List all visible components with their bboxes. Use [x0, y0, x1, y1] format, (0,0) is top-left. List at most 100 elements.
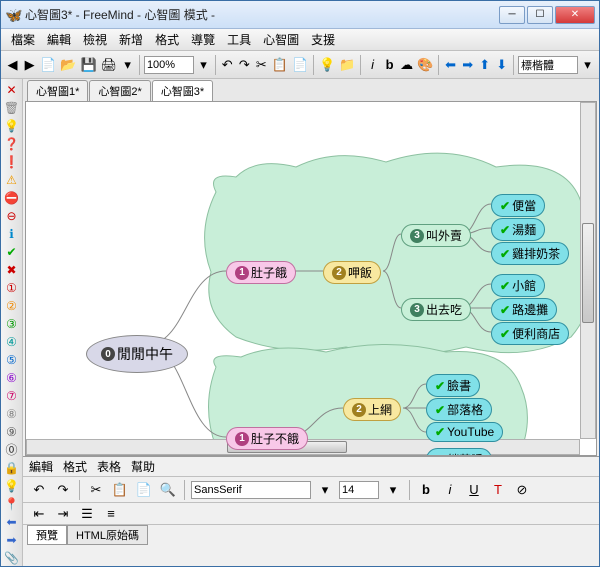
print-icon[interactable]: 🖨 [100, 55, 119, 75]
bold-icon[interactable]: b [382, 55, 397, 75]
sidebar-icon-15[interactable]: ⑤ [3, 351, 20, 368]
nav-left-icon[interactable]: ⬅ [443, 55, 458, 75]
menu-心智圖[interactable]: 心智圖 [257, 29, 305, 50]
sidebar-icon-19[interactable]: ⑨ [3, 423, 20, 440]
node-l9[interactable]: ✔YouTube [426, 422, 503, 442]
color-icon[interactable]: 🎨 [416, 55, 434, 75]
new-icon[interactable]: 📄 [39, 55, 57, 75]
editor-menu-格式[interactable]: 格式 [63, 458, 87, 475]
node-l4[interactable]: ✔小館 [491, 274, 545, 297]
sidebar-icon-24[interactable]: ⬅ [3, 513, 20, 530]
dropdown-icon[interactable]: ▾ [315, 480, 335, 500]
sidebar-icon-23[interactable]: 📍 [3, 495, 20, 512]
node-l8[interactable]: ✔部落格 [426, 398, 492, 421]
paste-icon[interactable]: 📄 [134, 480, 154, 500]
editor-font-select[interactable] [191, 481, 311, 499]
menu-檔案[interactable]: 檔案 [5, 29, 41, 50]
open-icon[interactable]: 📂 [59, 55, 77, 75]
node-n3[interactable]: 3叫外賣 [401, 224, 471, 247]
menu-工具[interactable]: 工具 [221, 29, 257, 50]
folder-icon[interactable]: 📁 [338, 55, 356, 75]
sidebar-icon-22[interactable]: 💡 [3, 477, 20, 494]
vertical-scrollbar[interactable] [580, 102, 596, 439]
menu-支援[interactable]: 支援 [305, 29, 341, 50]
italic-icon[interactable]: i [365, 55, 380, 75]
node-l2[interactable]: ✔湯麵 [491, 218, 545, 241]
node-l5[interactable]: ✔路邊攤 [491, 298, 557, 321]
cut-icon[interactable]: ✂ [254, 55, 269, 75]
editor-menu-幫助[interactable]: 幫助 [131, 458, 155, 475]
node-n4[interactable]: 3出去吃 [401, 298, 471, 321]
node-n6[interactable]: 2上網 [343, 398, 401, 421]
sidebar-icon-16[interactable]: ⑥ [3, 369, 20, 386]
paste-icon[interactable]: 📄 [291, 55, 309, 75]
font-select[interactable] [518, 56, 578, 74]
sidebar-icon-4[interactable]: ❗ [3, 153, 20, 170]
number-list-icon[interactable]: ≡ [101, 504, 121, 524]
redo-icon[interactable]: ↷ [53, 480, 73, 500]
editor-menu-編輯[interactable]: 編輯 [29, 458, 53, 475]
sidebar-icon-1[interactable]: 🗑 [3, 99, 20, 116]
node-l1[interactable]: ✔便當 [491, 194, 545, 217]
node-n5[interactable]: 1肚子不餓 [226, 427, 308, 450]
cut-icon[interactable]: ✂ [86, 480, 106, 500]
sidebar-icon-7[interactable]: ⊖ [3, 207, 20, 224]
editor-menu-表格[interactable]: 表格 [97, 458, 121, 475]
copy-icon[interactable]: 📋 [110, 480, 130, 500]
menu-檢視[interactable]: 檢視 [77, 29, 113, 50]
indent-icon[interactable]: ⇥ [53, 504, 73, 524]
bold-icon[interactable]: b [416, 480, 436, 500]
outdent-icon[interactable]: ⇤ [29, 504, 49, 524]
node-l3[interactable]: ✔雞排奶茶 [491, 242, 569, 265]
sidebar-icon-20[interactable]: ⓪ [3, 441, 20, 458]
tab-心智圖2*[interactable]: 心智圖2* [89, 80, 150, 101]
nav-down-icon[interactable]: ⬇ [494, 55, 509, 75]
sidebar-icon-9[interactable]: ✔ [3, 243, 20, 260]
sidebar-icon-3[interactable]: ❓ [3, 135, 20, 152]
node-l7[interactable]: ✔臉書 [426, 374, 480, 397]
sidebar-icon-18[interactable]: ⑧ [3, 405, 20, 422]
nav-right-icon[interactable]: ➡ [460, 55, 475, 75]
node-n1[interactable]: 1肚子餓 [226, 261, 296, 284]
clear-format-icon[interactable]: ⊘ [512, 480, 532, 500]
redo-icon[interactable]: ↷ [237, 55, 252, 75]
maximize-button[interactable]: ☐ [527, 6, 553, 24]
editor-tab-HTML原始碼[interactable]: HTML原始碼 [67, 525, 148, 545]
close-button[interactable]: ✕ [555, 6, 595, 24]
sidebar-icon-11[interactable]: ① [3, 279, 20, 296]
find-icon[interactable]: 🔍 [158, 480, 178, 500]
node-n2[interactable]: 2呷飯 [323, 261, 381, 284]
zoom-dropdown-icon[interactable]: ▾ [196, 55, 211, 75]
sidebar-icon-14[interactable]: ④ [3, 333, 20, 350]
undo-icon[interactable]: ↶ [220, 55, 235, 75]
menu-導覽[interactable]: 導覽 [185, 29, 221, 50]
node-root[interactable]: 0閒閒中午 [86, 335, 188, 373]
sidebar-icon-25[interactable]: ➡ [3, 531, 20, 548]
node-l6[interactable]: ✔便利商店 [491, 322, 569, 345]
minimize-button[interactable]: ─ [499, 6, 525, 24]
prev-icon[interactable]: ◀ [5, 55, 20, 75]
sidebar-icon-5[interactable]: ⚠ [3, 171, 20, 188]
zoom-input[interactable] [144, 56, 194, 74]
sidebar-icon-13[interactable]: ③ [3, 315, 20, 332]
font-dropdown-icon[interactable]: ▾ [580, 55, 595, 75]
nav-up-icon[interactable]: ⬆ [477, 55, 492, 75]
tab-心智圖1*[interactable]: 心智圖1* [27, 80, 88, 101]
sidebar-icon-26[interactable]: 📎 [3, 549, 20, 566]
sidebar-icon-0[interactable]: ✕ [3, 81, 20, 98]
idea-icon[interactable]: 💡 [318, 55, 336, 75]
undo-icon[interactable]: ↶ [29, 480, 49, 500]
sidebar-icon-21[interactable]: 🔒 [3, 459, 20, 476]
underline-icon[interactable]: U [464, 480, 484, 500]
filter-icon[interactable]: ▾ [120, 55, 135, 75]
tab-心智圖3*[interactable]: 心智圖3* [152, 80, 213, 101]
sidebar-icon-2[interactable]: 💡 [3, 117, 20, 134]
dropdown-icon[interactable]: ▾ [383, 480, 403, 500]
copy-icon[interactable]: 📋 [271, 55, 289, 75]
menu-編輯[interactable]: 編輯 [41, 29, 77, 50]
text-color-icon[interactable]: T [488, 480, 508, 500]
sidebar-icon-6[interactable]: ⛔ [3, 189, 20, 206]
next-icon[interactable]: ▶ [22, 55, 37, 75]
editor-tab-預覽[interactable]: 預覽 [27, 525, 67, 545]
sidebar-icon-12[interactable]: ② [3, 297, 20, 314]
